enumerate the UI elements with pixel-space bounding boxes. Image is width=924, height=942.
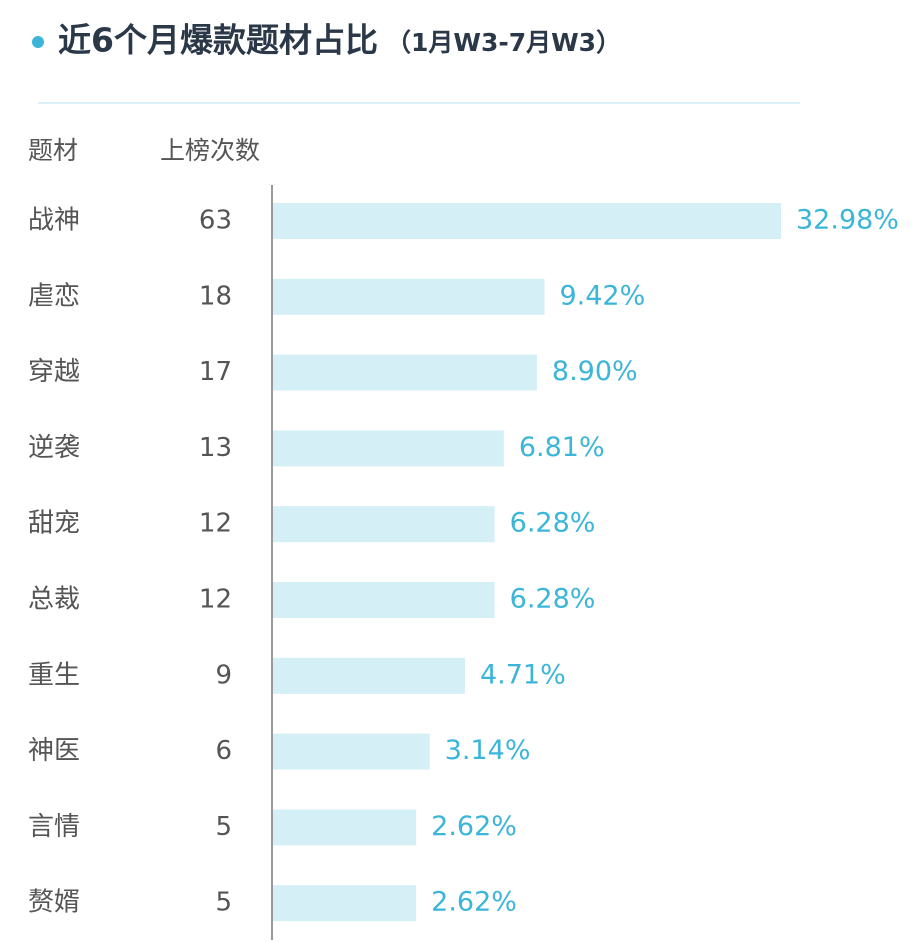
category-label: 赘婿 — [28, 888, 80, 918]
value-label: 6.28% — [510, 508, 596, 539]
bar — [273, 809, 417, 846]
count-label: 63 — [199, 206, 232, 236]
title-dot — [32, 36, 44, 48]
chart-title: 近6个月爆款题材占比 — [58, 21, 378, 60]
column-header: 上榜次数 — [160, 136, 260, 165]
category-label: 神医 — [28, 736, 80, 766]
bar — [273, 354, 537, 391]
column-header: 题材 — [28, 136, 78, 165]
bar — [273, 582, 495, 618]
category-label: 逆袭 — [28, 433, 80, 463]
value-label: 32.98% — [796, 205, 899, 236]
category-label: 战神 — [28, 206, 80, 236]
bar — [273, 203, 781, 239]
count-label: 12 — [199, 509, 232, 539]
value-label: 8.90% — [552, 356, 638, 387]
value-label: 6.81% — [519, 432, 605, 463]
count-label: 5 — [215, 888, 232, 918]
count-label: 6 — [215, 736, 232, 766]
value-label: 6.28% — [510, 584, 596, 615]
value-label: 2.62% — [431, 887, 517, 918]
count-label: 13 — [199, 433, 232, 463]
value-label: 2.62% — [431, 811, 517, 842]
count-label: 12 — [199, 585, 232, 615]
chart-subtitle: （1月W3-7月W3） — [386, 28, 621, 57]
count-label: 5 — [215, 812, 232, 842]
bar — [273, 885, 417, 922]
category-label: 甜宠 — [28, 509, 80, 539]
bar — [273, 278, 545, 315]
count-label: 9 — [215, 660, 232, 690]
value-label: 4.71% — [480, 659, 566, 690]
category-label: 虐恋 — [28, 281, 80, 311]
count-label: 17 — [199, 357, 232, 387]
bar — [273, 506, 495, 543]
count-label: 18 — [199, 281, 232, 311]
category-label: 言情 — [28, 812, 80, 842]
category-label: 穿越 — [28, 357, 80, 387]
bar — [273, 733, 430, 770]
category-label: 总裁 — [28, 585, 80, 615]
value-label: 9.42% — [559, 280, 645, 311]
bar — [273, 430, 504, 467]
bar — [273, 657, 465, 694]
category-label: 重生 — [28, 660, 80, 690]
value-label: 3.14% — [445, 735, 531, 766]
